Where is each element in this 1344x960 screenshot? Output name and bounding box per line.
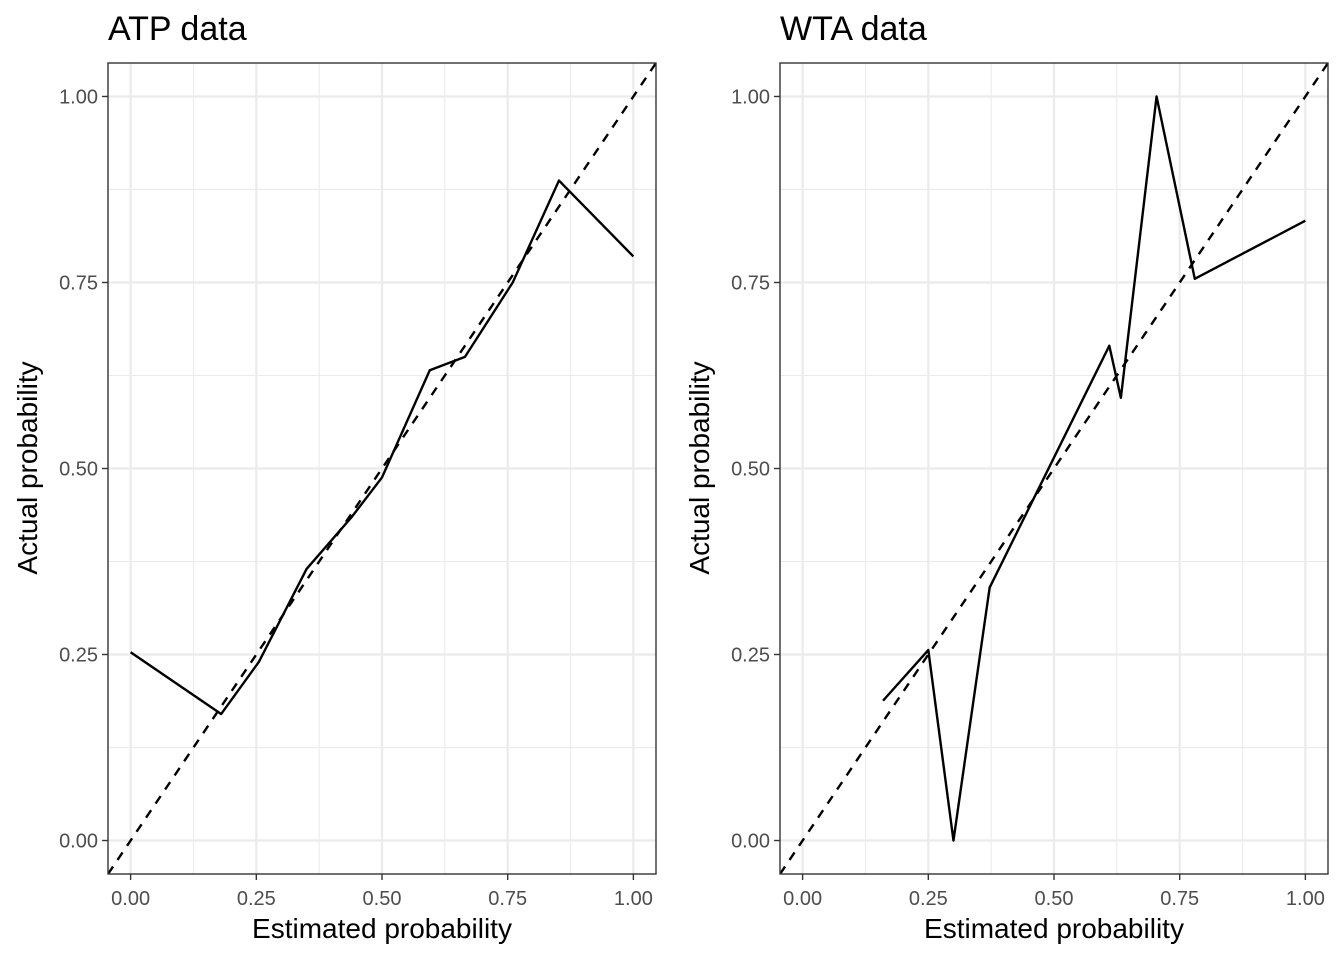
wta-x-tick-label: 0.25 — [909, 888, 948, 910]
atp-y-tick-label: 0.50 — [59, 459, 98, 481]
atp-y-tick-label: 0.75 — [59, 272, 98, 294]
wta-x-tick-label: 0.75 — [1160, 888, 1199, 910]
atp-calibration-line — [129, 179, 635, 716]
wta-y-axis-title: Actual probability — [684, 361, 715, 574]
atp-plot-area: 0.00 0.25 0.50 0.75 1.00 0.00 0.25 0.50 0.75 1.00 — [59, 62, 657, 910]
atp-x-tick-label: 0.75 — [488, 888, 527, 910]
atp-y-tick-label: 0.00 — [59, 831, 98, 853]
wta-x-tick-label: 1.00 — [1286, 888, 1325, 910]
wta-panel: WTA data 0.00 0.25 0.50 0.75 1.00 0.00 0.25 0.5… — [684, 10, 1329, 944]
atp-panel-title: ATP data — [108, 10, 247, 48]
atp-panel: ATP data 0.00 0.25 0.50 0.75 1.00 0.00 0.25 0.5… — [12, 10, 657, 944]
wta-y-tick-label: 0.50 — [731, 459, 770, 481]
wta-x-axis-title: Estimated probability — [924, 913, 1184, 944]
atp-x-tick-label: 1.00 — [614, 888, 653, 910]
wta-x-tick-label: 0.50 — [1035, 888, 1074, 910]
wta-x-tick-label: 0.00 — [783, 888, 822, 910]
atp-x-tick-label: 0.00 — [111, 888, 150, 910]
wta-y-tick-label: 1.00 — [731, 86, 770, 108]
atp-x-tick-label: 0.25 — [237, 888, 276, 910]
wta-y-tick-label: 0.75 — [731, 272, 770, 294]
wta-y-tick-label: 0.00 — [731, 831, 770, 853]
wta-calibration-line — [882, 95, 1306, 842]
wta-y-tick-label: 0.25 — [731, 645, 770, 667]
wta-panel-title: WTA data — [780, 10, 927, 48]
atp-x-tick-label: 0.50 — [363, 888, 402, 910]
atp-y-tick-label: 1.00 — [59, 86, 98, 108]
atp-y-axis-title: Actual probability — [12, 361, 43, 574]
atp-x-axis-title: Estimated probability — [252, 913, 512, 944]
wta-plot-area: 0.00 0.25 0.50 0.75 1.00 0.00 0.25 0.50 0.75 1.00 — [731, 62, 1329, 910]
atp-y-tick-label: 0.25 — [59, 645, 98, 667]
